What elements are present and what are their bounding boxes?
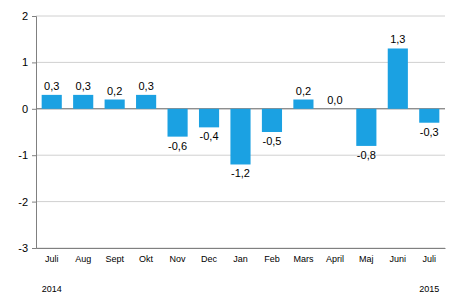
data-label: -0,5 (262, 135, 281, 147)
year-label: 2015 (419, 284, 439, 294)
grid-line (36, 16, 445, 17)
y-tick-mark (32, 109, 36, 110)
grid-line (36, 201, 445, 202)
x-tick-label: Maj (359, 254, 374, 264)
bar (199, 109, 219, 128)
x-axis: Juli Aug Sept Okt Nov Dec Jan Feb Mars April Maj Ju… (37, 248, 446, 264)
data-label: -0,8 (357, 149, 376, 161)
grid-line (36, 62, 445, 63)
bar (136, 95, 156, 109)
bar (73, 95, 93, 109)
y-tick: 1 (22, 56, 36, 68)
x-tick: Juni (390, 248, 407, 264)
x-tick-label: Juli (45, 254, 59, 264)
data-labels: 0,3 0,3 0,2 0,3 -0,6 -0,4 -1,2 -0,5 0,2 0,0 -0,8 1,… (44, 33, 439, 179)
data-label: 0,2 (107, 85, 122, 97)
plot: -3 -2 -1 0 1 2 Juli Aug Sept Okt Nov Dec Jan Feb Mars A… (18, 10, 445, 264)
bar (105, 100, 125, 109)
y-tick: -2 (18, 196, 36, 208)
grid-line (36, 248, 445, 249)
x-tick-label: Nov (170, 254, 187, 264)
x-tick: Feb (264, 248, 280, 264)
year-label: 2014 (42, 284, 62, 294)
y-tick-label: 2 (22, 10, 28, 22)
y-tick: 2 (22, 10, 36, 22)
data-label: 0,3 (76, 80, 91, 92)
y-tick-mark (32, 16, 36, 17)
bars (42, 48, 440, 164)
x-tick-label: Aug (75, 254, 91, 264)
data-label: 0,0 (327, 94, 342, 106)
x-tick-label: Sept (105, 254, 124, 264)
x-tick-label: Jan (233, 254, 248, 264)
y-axis: -3 -2 -1 0 1 2 (18, 10, 36, 254)
x-tick: Nov (170, 248, 187, 264)
data-label: 0,3 (138, 80, 153, 92)
x-tick: Aug (75, 248, 91, 264)
data-label: 0,2 (296, 85, 311, 97)
x-tick: Sept (105, 248, 124, 264)
data-label: 1,3 (390, 33, 405, 45)
bar (419, 109, 439, 123)
x-tick: Dec (201, 248, 218, 264)
x-tick-label: Juli (423, 254, 437, 264)
x-tick: Mars (293, 248, 313, 264)
bar (356, 109, 376, 146)
chart: -3 -2 -1 0 1 2 Juli Aug Sept Okt Nov Dec Jan Feb Mars A… (0, 0, 454, 302)
x-tick-label: Juni (390, 254, 407, 264)
bar (388, 48, 408, 108)
x-tick-label: Okt (139, 254, 154, 264)
bar (230, 109, 250, 165)
y-tick-label: -2 (18, 196, 28, 208)
x-tick: Okt (139, 248, 154, 264)
y-tick-mark (32, 202, 36, 203)
y-tick: -3 (18, 242, 36, 254)
x-axis-line (37, 248, 446, 249)
data-label: -0,6 (168, 140, 187, 152)
data-label: -0,4 (200, 130, 219, 142)
y-axis-line (32, 17, 37, 249)
grid (36, 16, 445, 248)
x-tick: Jan (233, 248, 248, 264)
y-tick: 0 (22, 103, 36, 115)
data-label: -1,2 (231, 167, 250, 179)
y-tick-mark (32, 248, 36, 249)
y-tick-label: -1 (18, 149, 28, 161)
x-tick-label: Dec (201, 254, 218, 264)
data-label: 0,3 (44, 80, 59, 92)
x-tick-label: Mars (293, 254, 313, 264)
x-tick: Juli (423, 248, 437, 264)
x-tick-label: Feb (264, 254, 280, 264)
bar (293, 100, 313, 109)
x-tick: April (326, 248, 344, 264)
y-tick-label: 1 (22, 56, 28, 68)
y-tick: -1 (18, 149, 36, 161)
bar (168, 109, 188, 137)
bar (42, 95, 62, 109)
y-tick-mark (32, 155, 36, 156)
y-tick-mark (32, 62, 36, 63)
data-label: -0,3 (420, 126, 439, 138)
x-tick: Maj (359, 248, 374, 264)
bar (262, 109, 282, 132)
y-tick-label: -3 (18, 242, 28, 254)
bar (325, 108, 345, 109)
y-tick-label: 0 (22, 103, 28, 115)
x-tick: Juli (45, 248, 59, 264)
x-tick-label: April (326, 254, 344, 264)
